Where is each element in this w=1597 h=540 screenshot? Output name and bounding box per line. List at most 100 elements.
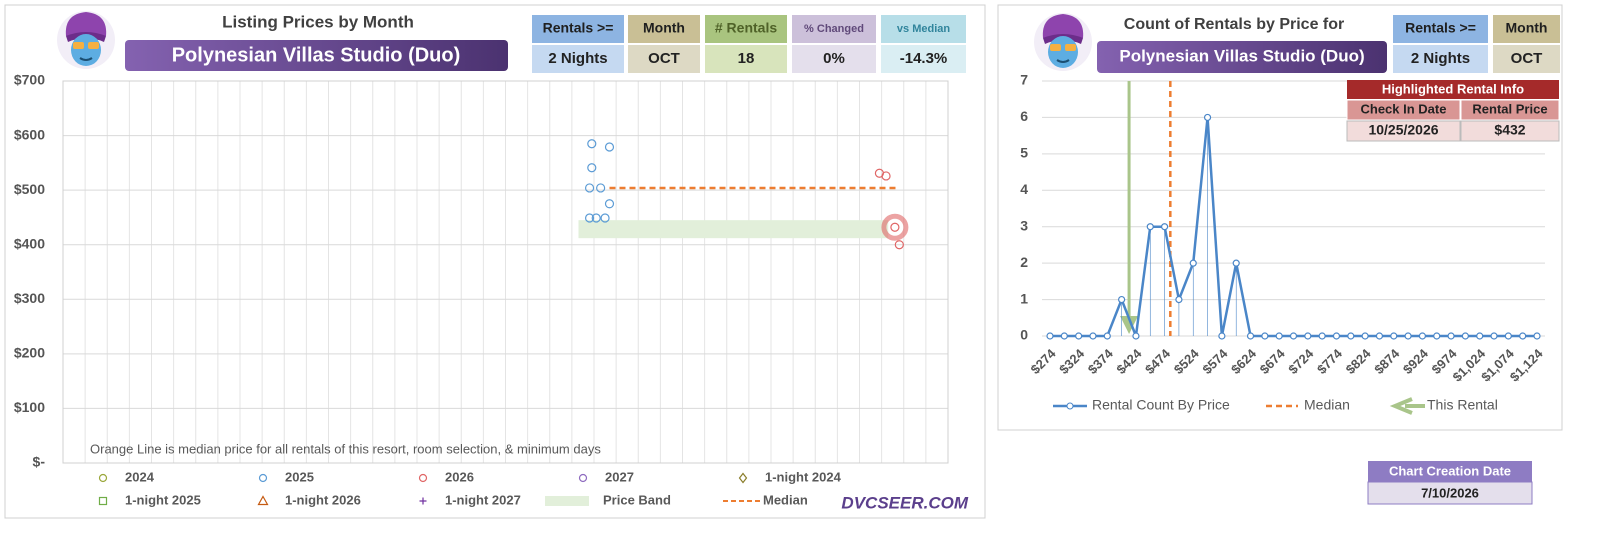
y-tick-label: 7 <box>1020 72 1028 88</box>
point <box>1332 332 1341 340</box>
legend-marker <box>738 472 748 484</box>
info-value: 18 <box>738 50 755 67</box>
y-tick-label: 4 <box>1020 181 1028 197</box>
legend-marker <box>257 495 269 506</box>
brand: DVCSEER.COM <box>841 493 968 512</box>
point <box>1175 295 1183 304</box>
point <box>1060 332 1068 340</box>
point <box>1275 332 1283 340</box>
resort-name: Polynesian Villas Studio (Duo) <box>172 44 461 66</box>
table-cell-bg <box>1460 120 1560 142</box>
y-tick-label: 2 <box>1020 254 1028 270</box>
info-label: % Changed <box>804 23 864 35</box>
legend-marker <box>419 497 427 505</box>
legend-marker <box>578 473 588 483</box>
legend-label: 1-night 2027 <box>445 492 521 507</box>
point <box>600 213 610 223</box>
point <box>584 213 595 223</box>
point <box>1232 259 1240 267</box>
info-cell <box>792 45 876 73</box>
point <box>1476 332 1484 340</box>
legend-label: 2024 <box>125 469 155 484</box>
info-label: vs Median <box>897 23 950 35</box>
point <box>1533 332 1541 340</box>
point <box>604 142 615 152</box>
point <box>1318 332 1326 340</box>
point <box>881 171 891 181</box>
point <box>584 183 595 193</box>
legend-label: 2026 <box>445 469 474 484</box>
point <box>1490 332 1498 340</box>
y-tick-label: $500 <box>14 181 45 197</box>
point <box>894 240 904 250</box>
table-header: Rental Price <box>1472 101 1547 116</box>
info-header <box>1393 15 1488 43</box>
point <box>591 213 601 223</box>
highlight-ring <box>881 213 909 241</box>
table-title-bg <box>1347 80 1559 99</box>
info-value: OCT <box>1511 50 1543 67</box>
this-rental-arrow <box>1120 316 1139 334</box>
point <box>604 199 615 209</box>
point <box>587 163 597 173</box>
point <box>587 139 597 149</box>
info-header <box>705 15 787 43</box>
info-label: Month <box>643 20 685 36</box>
legend-marker <box>98 473 108 483</box>
point <box>1447 332 1455 340</box>
point <box>1519 332 1527 340</box>
legend-band <box>545 496 589 506</box>
info-cell <box>1493 45 1560 73</box>
y-tick-label: $200 <box>14 345 45 361</box>
creation-header <box>1368 461 1532 482</box>
info-header <box>881 15 966 43</box>
legend-arrow <box>1389 397 1425 415</box>
legend-label: Price Band <box>603 492 671 507</box>
y-tick-label: 5 <box>1020 145 1028 161</box>
chart-title: Listing Prices by Month <box>222 12 414 31</box>
point <box>1504 332 1512 340</box>
logo <box>56 10 116 70</box>
resort-name: Polynesian Villas Studio (Duo) <box>1119 46 1364 65</box>
info-cell <box>628 45 700 73</box>
point <box>1418 332 1427 340</box>
info-header <box>792 15 876 43</box>
logo <box>1033 12 1093 72</box>
info-cell <box>532 45 624 73</box>
point <box>1118 295 1126 304</box>
right-panel <box>997 4 1563 431</box>
point <box>1146 223 1154 231</box>
point <box>1160 223 1169 231</box>
point <box>890 222 900 232</box>
point <box>1433 332 1441 340</box>
info-cell <box>881 45 966 73</box>
info-cell <box>705 45 787 73</box>
y-tick-label: 0 <box>1020 327 1028 343</box>
point <box>1132 332 1140 340</box>
table-header: Check In Date <box>1361 101 1447 116</box>
y-tick-label: $100 <box>14 399 45 415</box>
price-band <box>578 220 889 239</box>
point <box>596 183 606 193</box>
info-label: Rentals >= <box>543 20 614 36</box>
chart-title: Count of Rentals by Price for <box>1124 16 1344 33</box>
info-value: 2 Nights <box>1411 50 1470 67</box>
y-tick-label: 3 <box>1020 217 1028 233</box>
table-cell-bg <box>1346 120 1461 142</box>
point <box>1289 332 1298 340</box>
creation-cell <box>1367 481 1533 505</box>
creation-label: Chart Creation Date <box>1389 463 1511 478</box>
y-tick-label: $300 <box>14 290 45 306</box>
info-cell <box>1393 45 1488 73</box>
point <box>1246 332 1255 340</box>
y-tick-label: 1 <box>1020 290 1028 306</box>
y-tick-label: $- <box>33 454 46 470</box>
resort-pill <box>1097 41 1387 73</box>
y-tick-label: 6 <box>1020 108 1028 124</box>
point <box>1404 332 1412 340</box>
table-header-bg <box>1346 99 1461 121</box>
legend-marker <box>1066 402 1074 410</box>
legend-marker <box>258 473 268 483</box>
